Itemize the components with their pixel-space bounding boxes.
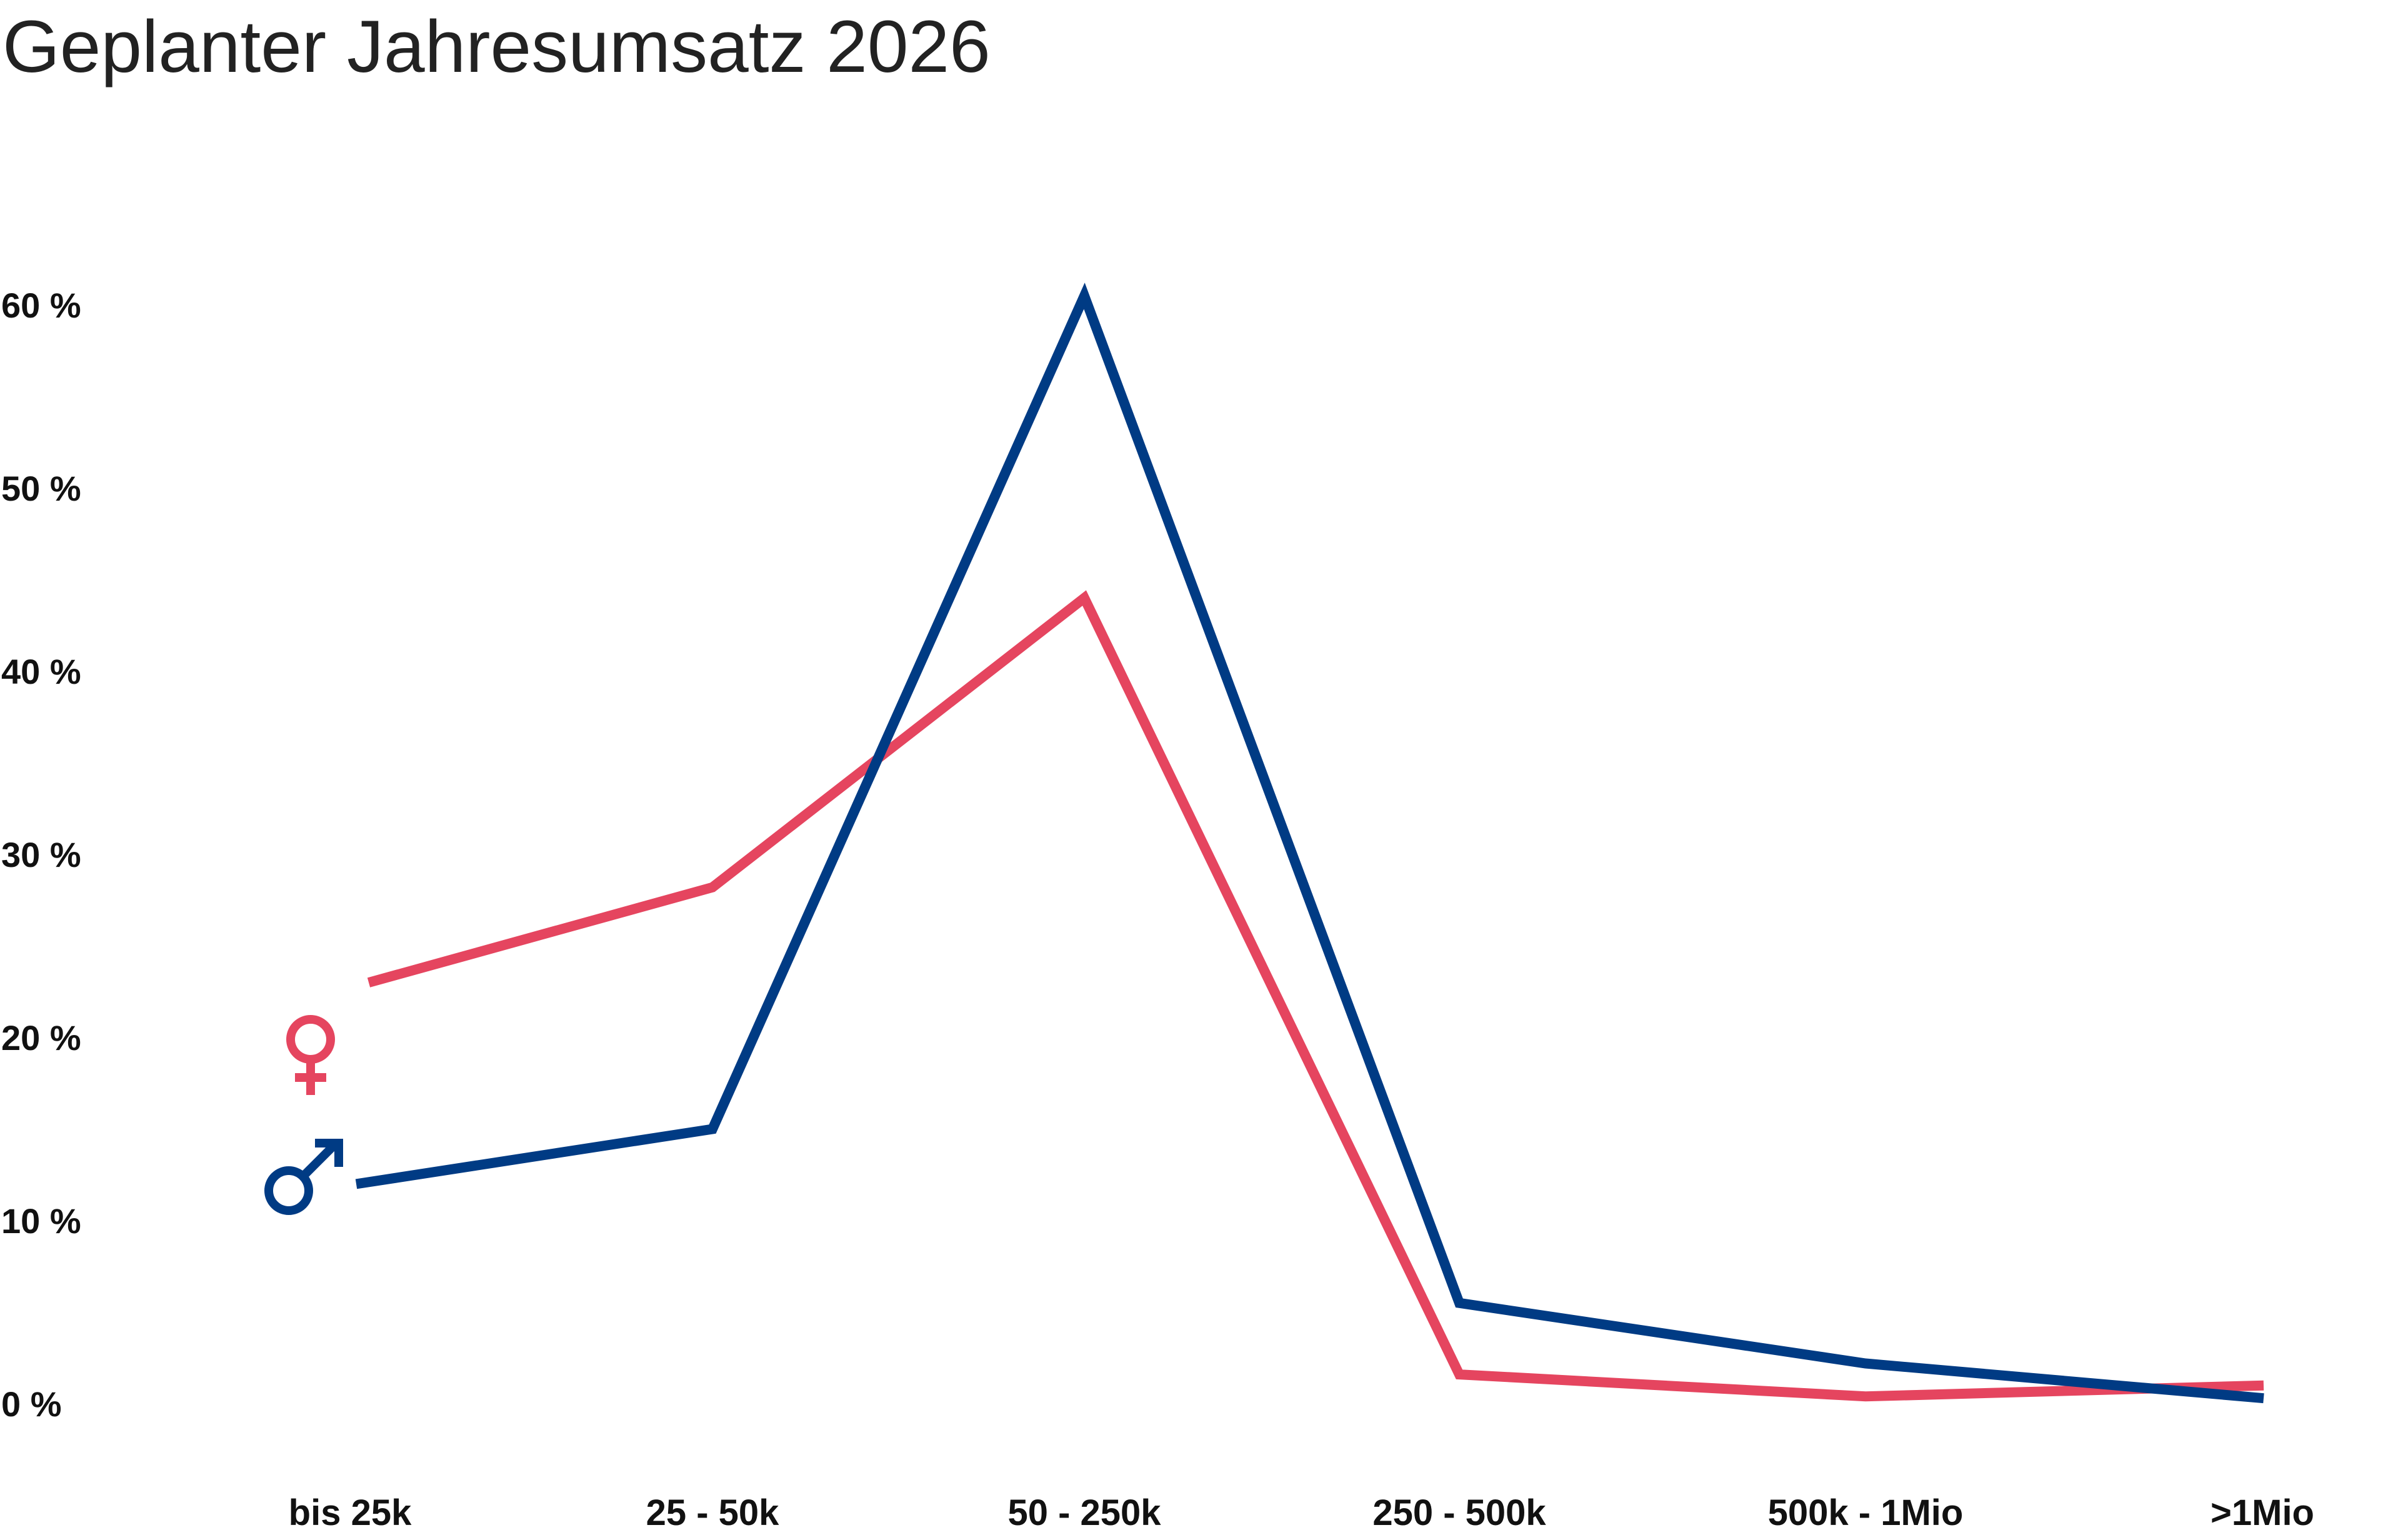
x-tick-label: 50 - 250k [1007, 1492, 1161, 1533]
y-tick-label: 40 % [1, 652, 81, 691]
x-tick-label: bis 25k [289, 1492, 412, 1533]
series-line-1 [355, 282, 2264, 1404]
series-lines [355, 282, 2264, 1404]
male-symbol-icon [264, 1139, 343, 1215]
y-tick-label: 30 % [1, 835, 81, 874]
female-symbol-icon [286, 1015, 335, 1095]
y-axis-ticks: 0 % 10 % 20 % 30 % 40 % 50 % 60 % [1, 286, 81, 1424]
y-tick-label: 50 % [1, 469, 81, 508]
x-axis-ticks: bis 25k 25 - 50k 50 - 250k 250 - 500k 500k -… [289, 1492, 2314, 1533]
y-tick-label: 20 % [1, 1018, 81, 1058]
x-tick-label: 500k - 1Mio [1768, 1492, 1964, 1533]
y-tick-label: 10 % [1, 1201, 81, 1241]
x-tick-label: 250 - 500k [1372, 1492, 1546, 1533]
x-tick-label: >1Mio [2211, 1492, 2314, 1533]
y-tick-label: 60 % [1, 286, 81, 325]
chart-title: Geplanter Jahresumsatz 2026 [2, 6, 991, 88]
x-tick-label: 25 - 50k [646, 1492, 780, 1533]
series-line-0 [367, 590, 2264, 1402]
y-tick-label: 0 % [1, 1384, 62, 1424]
